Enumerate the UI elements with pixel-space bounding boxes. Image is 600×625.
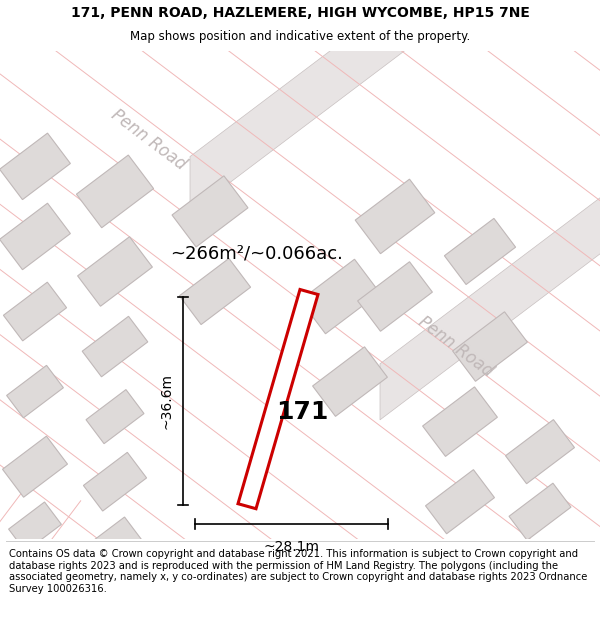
Polygon shape [7, 366, 64, 418]
Polygon shape [0, 133, 70, 199]
Text: ~266m²/~0.066ac.: ~266m²/~0.066ac. [170, 244, 343, 262]
Text: Map shows position and indicative extent of the property.: Map shows position and indicative extent… [130, 31, 470, 43]
Polygon shape [190, 0, 600, 213]
Text: Contains OS data © Crown copyright and database right 2021. This information is : Contains OS data © Crown copyright and d… [9, 549, 587, 594]
Polygon shape [8, 502, 61, 551]
Polygon shape [445, 218, 515, 284]
Polygon shape [358, 262, 433, 331]
Polygon shape [82, 316, 148, 377]
Text: Penn Road: Penn Road [107, 106, 189, 173]
Polygon shape [238, 289, 318, 509]
Polygon shape [0, 203, 70, 270]
Text: 171: 171 [276, 399, 328, 424]
Text: ~28.1m: ~28.1m [263, 540, 320, 554]
Polygon shape [509, 483, 571, 540]
Polygon shape [452, 312, 527, 381]
Polygon shape [86, 389, 144, 444]
Polygon shape [89, 517, 142, 566]
Polygon shape [355, 179, 435, 254]
Polygon shape [76, 155, 154, 228]
Polygon shape [506, 419, 574, 484]
Polygon shape [422, 387, 497, 456]
Text: Penn Road: Penn Road [414, 312, 496, 381]
Polygon shape [300, 259, 380, 334]
Text: ~36.6m: ~36.6m [159, 372, 173, 429]
Polygon shape [313, 347, 388, 416]
Polygon shape [179, 258, 251, 324]
Polygon shape [2, 436, 67, 498]
Polygon shape [425, 469, 494, 534]
Polygon shape [172, 176, 248, 247]
Polygon shape [77, 237, 152, 306]
Text: 171, PENN ROAD, HAZLEMERE, HIGH WYCOMBE, HP15 7NE: 171, PENN ROAD, HAZLEMERE, HIGH WYCOMBE,… [71, 6, 529, 20]
Polygon shape [4, 282, 67, 341]
Polygon shape [380, 152, 600, 420]
Polygon shape [83, 452, 146, 511]
